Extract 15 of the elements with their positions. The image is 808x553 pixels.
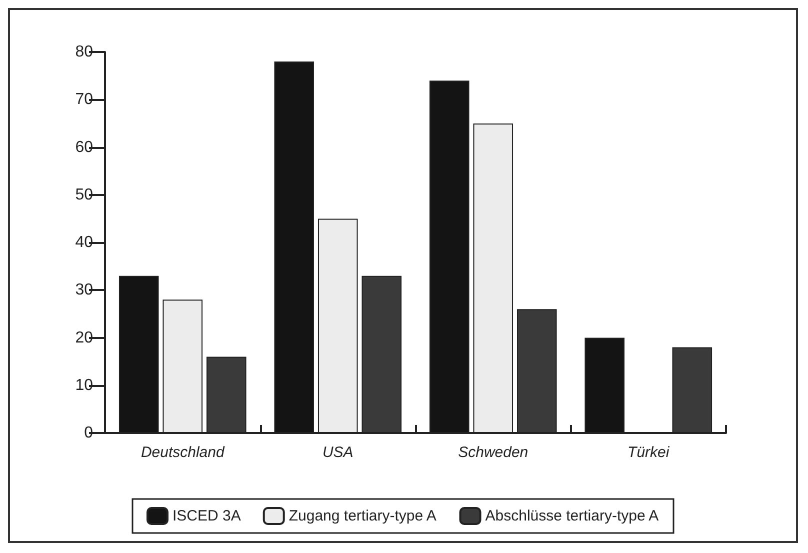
y-tick-label: 50 [75, 186, 94, 204]
y-tick-label: 30 [75, 282, 94, 299]
y-tick-label: 40 [75, 234, 94, 251]
x-tick-label: Türkei [628, 444, 670, 461]
x-tick-label: Schweden [458, 444, 528, 461]
y-tick-label: 20 [75, 329, 94, 346]
x-tick-label: USA [322, 444, 354, 461]
legend-label: Abschlüsse tertiary-type A [485, 508, 659, 524]
legend-label: Zugang tertiary-type A [288, 508, 436, 524]
legend-label: ISCED 3A [172, 508, 241, 524]
y-tick-label: 10 [75, 376, 94, 394]
x-tick-label: Deutschland [140, 444, 225, 461]
y-tick-label: 60 [75, 138, 94, 156]
y-tick-label: 80 [75, 44, 94, 60]
y-tick-label: 70 [75, 91, 94, 108]
